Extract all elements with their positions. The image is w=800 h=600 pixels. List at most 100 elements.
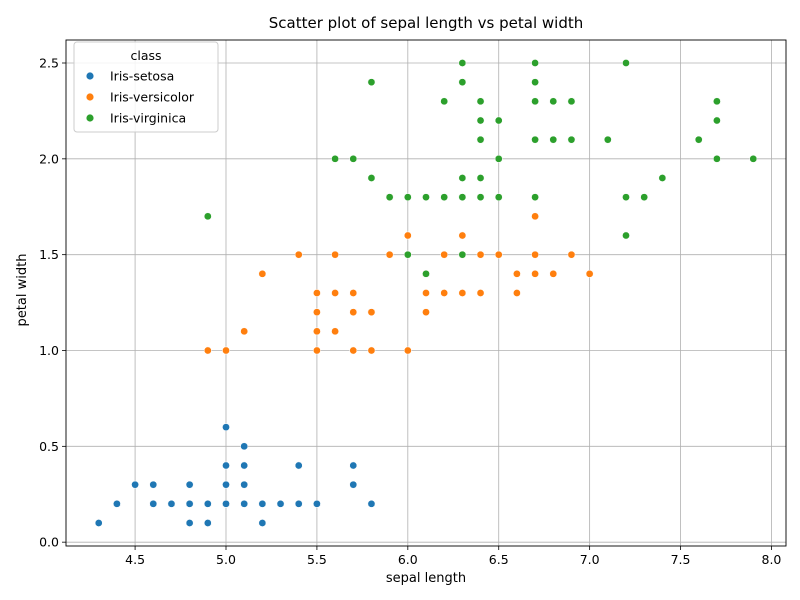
point-iris-virginica (403, 193, 412, 202)
x-tick-label: 8.0 (762, 552, 782, 567)
x-tick-label: 4.5 (125, 552, 145, 567)
point-iris-virginica (440, 193, 449, 202)
point-iris-versicolor (349, 346, 358, 355)
legend-entries: Iris-setosa Iris-versicolor Iris-virginica (86, 69, 195, 126)
point-iris-versicolor (422, 308, 430, 317)
point-iris-versicolor (403, 231, 412, 240)
point-iris-versicolor (349, 289, 358, 297)
point-iris-versicolor (476, 289, 485, 297)
point-iris-versicolor (258, 269, 267, 278)
point-iris-setosa (167, 499, 176, 508)
point-iris-versicolor (440, 289, 449, 297)
x-tick-label: 6.5 (489, 552, 509, 567)
point-iris-versicolor (403, 346, 412, 355)
point-iris-versicolor (367, 308, 376, 317)
point-iris-virginica (622, 193, 630, 202)
point-iris-setosa (185, 480, 194, 489)
x-tick-label: 5.5 (307, 552, 327, 567)
point-iris-setosa (94, 519, 103, 527)
point-iris-versicolor (240, 327, 249, 336)
point-iris-virginica (567, 97, 576, 106)
point-iris-versicolor (367, 346, 376, 355)
point-iris-virginica (458, 59, 467, 67)
point-iris-versicolor (513, 289, 521, 297)
legend-box (73, 41, 219, 133)
point-iris-versicolor (531, 269, 539, 278)
point-iris-versicolor (385, 250, 394, 259)
point-iris-virginica (203, 212, 212, 221)
point-iris-setosa (294, 499, 303, 508)
point-iris-setosa (294, 461, 303, 470)
point-iris-setosa (349, 461, 358, 470)
point-iris-versicolor (549, 269, 558, 278)
point-iris-virginica (494, 116, 503, 125)
grid (66, 40, 786, 546)
point-iris-setosa (240, 480, 249, 489)
point-iris-versicolor (203, 346, 212, 355)
point-iris-virginica (458, 250, 467, 259)
point-iris-versicolor (313, 327, 321, 336)
point-iris-virginica (531, 193, 539, 202)
point-iris-versicolor (458, 231, 467, 240)
point-iris-virginica (658, 174, 667, 182)
point-iris-setosa (222, 461, 230, 470)
point-iris-versicolor (331, 289, 339, 297)
point-iris-virginica (603, 135, 612, 144)
legend-marker-iris-versicolor (86, 93, 94, 101)
point-iris-versicolor (494, 250, 503, 259)
point-iris-setosa (240, 461, 249, 470)
point-iris-virginica (694, 135, 703, 144)
point-iris-virginica (531, 59, 539, 67)
legend-title: class (130, 48, 161, 63)
point-iris-setosa (240, 499, 249, 508)
point-iris-virginica (422, 193, 430, 202)
data-points (94, 59, 758, 527)
point-iris-setosa (185, 499, 194, 508)
point-iris-virginica (531, 97, 539, 106)
plot-frame (65, 39, 787, 547)
point-iris-versicolor (531, 250, 539, 259)
point-iris-versicolor (331, 250, 339, 259)
point-iris-setosa (367, 499, 376, 508)
point-iris-versicolor (222, 346, 230, 355)
legend-label-iris-versicolor: Iris-versicolor (110, 90, 195, 105)
point-iris-setosa (149, 499, 158, 508)
point-iris-setosa (258, 519, 267, 527)
legend-marker-iris-virginica (86, 114, 94, 122)
point-iris-versicolor (440, 250, 449, 259)
legend-label-iris-virginica: Iris-virginica (110, 111, 186, 126)
y-tick-label: 2.0 (39, 151, 59, 166)
point-iris-virginica (713, 97, 721, 106)
point-iris-virginica (458, 78, 467, 87)
point-iris-virginica (422, 269, 430, 278)
point-iris-setosa (222, 499, 230, 508)
point-iris-setosa (349, 480, 358, 489)
point-iris-virginica (531, 78, 539, 87)
point-iris-versicolor (313, 346, 321, 355)
point-iris-setosa (276, 499, 285, 508)
point-iris-virginica (640, 193, 649, 202)
point-iris-versicolor (531, 212, 539, 221)
point-iris-virginica (458, 193, 467, 202)
point-iris-virginica (494, 154, 503, 163)
y-tick-label: 0.5 (39, 439, 59, 454)
point-iris-virginica (549, 97, 558, 106)
point-iris-setosa (131, 480, 139, 489)
point-iris-virginica (567, 135, 576, 144)
point-iris-versicolor (458, 289, 467, 297)
y-axis-ticks: 0.0 0.5 1.0 1.5 2.0 2.5 (39, 56, 66, 550)
point-iris-versicolor (313, 308, 321, 317)
x-tick-label: 7.0 (580, 552, 600, 567)
point-iris-virginica (713, 154, 721, 163)
point-iris-setosa (185, 519, 194, 527)
point-iris-versicolor (331, 327, 339, 336)
point-iris-versicolor (313, 289, 321, 297)
point-iris-virginica (494, 193, 503, 202)
y-tick-label: 1.5 (39, 247, 59, 262)
point-iris-virginica (476, 116, 485, 125)
chart-title: Scatter plot of sepal length vs petal wi… (269, 14, 583, 32)
point-iris-virginica (713, 116, 721, 125)
point-iris-setosa (240, 442, 249, 451)
point-iris-virginica (622, 231, 630, 240)
